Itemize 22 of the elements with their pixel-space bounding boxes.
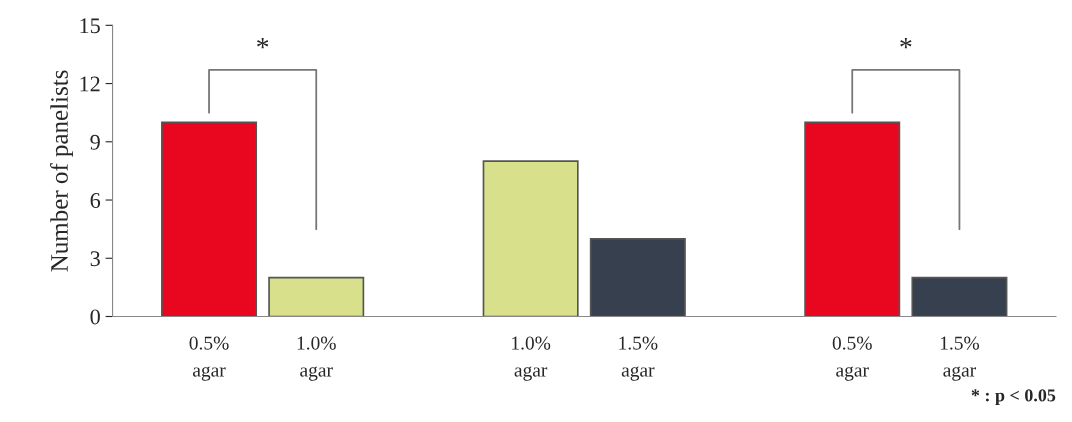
y-tick-label: 3 — [90, 251, 100, 267]
x-tick-label: 1.0% agar — [512, 336, 551, 381]
y-tick-label: 9 — [90, 134, 100, 150]
bar — [482, 160, 579, 317]
text: * : p < 0.05 — [971, 389, 1056, 406]
y-tick-label: 15 — [80, 18, 100, 34]
bar — [161, 121, 258, 317]
y-axis-title: Number of panelists — [50, 70, 73, 272]
bar — [804, 121, 901, 317]
y-tick-label: 12 — [80, 76, 100, 92]
x-tick-label: 0.5% agar — [189, 336, 229, 381]
bar — [268, 276, 365, 317]
bar — [589, 238, 686, 317]
x-tick-label: 1.0% agar — [297, 336, 336, 381]
x-tick-label: 1.5% agar — [940, 336, 980, 381]
y-tick-label: 0 — [90, 309, 100, 325]
annotation: * — [257, 38, 269, 49]
x-tick-label: 1.5% agar — [619, 336, 658, 381]
x-tick-label: 0.5% agar — [832, 336, 872, 381]
annotation: * — [900, 38, 912, 49]
bar — [911, 276, 1008, 317]
y-tick-label: 6 — [90, 193, 101, 208]
